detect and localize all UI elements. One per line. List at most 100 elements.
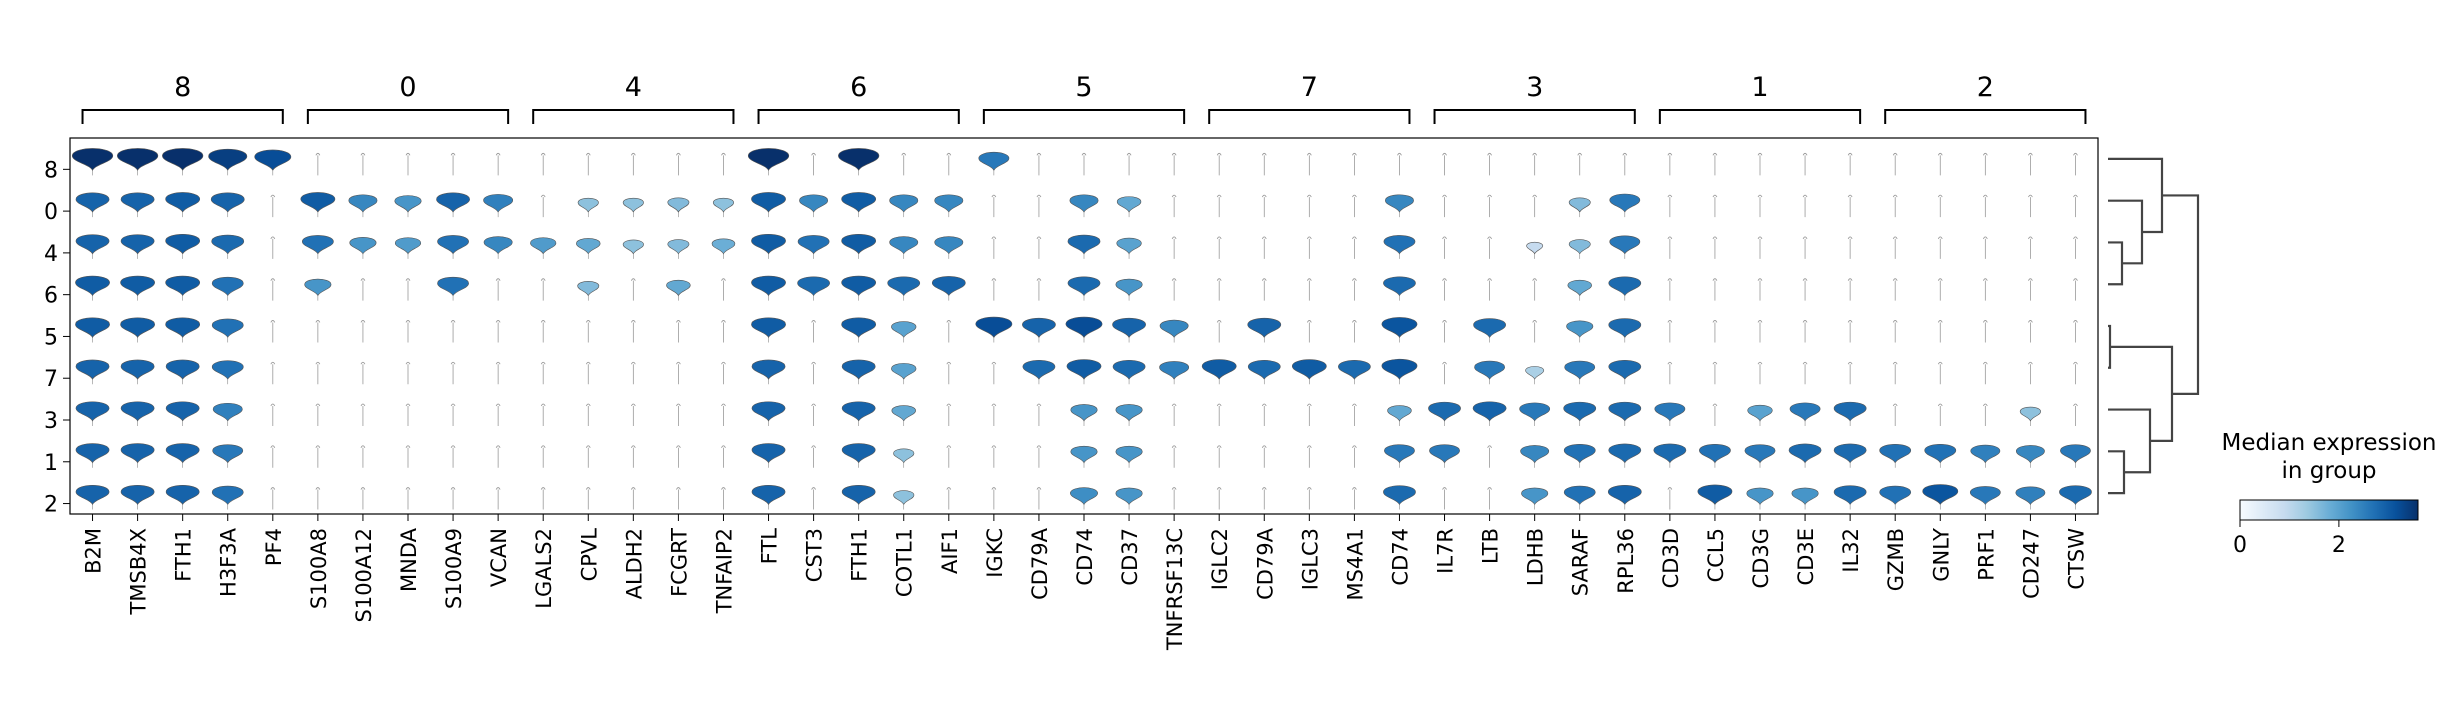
violin-0-s100a9-8 [436,192,470,213]
violin-4-pf4-4 [270,236,276,259]
violin-8-aif1-19 [946,152,952,176]
violin-2-il7r-30 [1442,487,1447,510]
violin-2-cd79a-26 [1261,487,1267,510]
violin-5-tnfrsf13c-24 [1159,319,1189,339]
violin-2-cd3d-35 [1667,487,1673,510]
violin-7-cotl1-18 [891,363,917,381]
violin-8-cd79a-26 [1261,152,1267,176]
violin-8-cd74-29 [1397,152,1402,176]
violin-5-cpvl-11 [585,320,591,343]
violin-3-pf4-4 [270,403,276,426]
y-tick-label-0: 0 [44,200,58,225]
violin-5-fcgrt-13 [676,320,681,343]
violin-4-cd74-22 [1067,234,1101,255]
y-tick-label-3: 3 [44,409,58,434]
violin-5-b2m-0 [75,317,110,339]
violin-4-iglc2-25 [1216,236,1222,259]
violin-4-ltb-31 [1487,236,1492,259]
dendro-link-3-12 [2108,408,2152,474]
violin-1-cd3d-35 [1653,443,1687,464]
violin-6-aldh2-12 [630,278,636,301]
x-tick-label-ms4a1-28: MS4A1 [1343,528,1367,601]
violin-2-iglc3-27 [1306,487,1312,510]
x-tick-label-igkc-20: IGKC [983,528,1007,578]
violin-1-cd79a-26 [1261,445,1267,468]
violin-0-cpvl-11 [577,197,599,213]
violin-2-tnfrsf13c-24 [1171,487,1177,510]
violin-8-ltb-31 [1487,152,1492,176]
x-tick-label-cd3d-35: CD3D [1659,528,1683,588]
violin-4-tnfrsf13c-24 [1171,236,1177,259]
violin-3-gzmb-40 [1892,403,1898,426]
x-tick-label-il32-39: IL32 [1839,528,1863,573]
violin-3-rpl36-34 [1608,401,1642,422]
violin-4-cd3g-37 [1757,236,1763,259]
violin-4-mnda-7 [394,237,422,255]
dendro-link-root [2162,194,2200,395]
violin-6-prf1-42 [1982,278,1988,301]
colorbar-title-line-1: in group [2281,458,2376,484]
violin-2-tnfaip2-14 [721,487,726,510]
violin-5-ftl-15 [751,317,786,339]
violin-2-vcan-9 [495,487,501,510]
violin-8-saraf-33 [1577,152,1583,176]
violin-5-ccl5-36 [1712,320,1718,343]
violin-6-cd37-23 [1115,278,1143,297]
violin-1-cd74-29 [1384,444,1415,464]
violin-0-ms4a1-28 [1352,194,1357,218]
bracket-label-1: 1 [1751,72,1768,103]
violin-8-rpl36-34 [1622,152,1628,176]
violin-7-cd247-43 [2028,361,2033,385]
violin-1-s100a9-8 [450,445,456,468]
violin-0-prf1-42 [1982,194,1988,218]
x-tick-label-fth1-17: FTH1 [848,528,872,582]
violin-6-s100a9-8 [437,276,469,297]
violin-6-fth1-2 [165,275,201,297]
violin-4-ftl-15 [751,233,786,255]
x-tick-label-gzmb-40: GZMB [1884,528,1908,591]
violin-3-il32-39 [1833,401,1867,422]
violin-8-lgals2-10 [540,152,546,176]
violin-8-cotl1-18 [901,152,907,176]
violin-2-prf1-42 [1969,486,2001,506]
violin-2-cd3e-38 [1791,487,1819,506]
violin-0-s100a12-6 [348,194,378,213]
violin-8-aldh2-12 [630,152,636,176]
violin-3-mnda-7 [405,403,411,426]
violin-2-s100a9-8 [450,487,456,510]
violin-7-s100a9-8 [450,361,456,385]
violin-7-cd3d-35 [1667,361,1673,385]
violin-3-h3f3a-3 [212,402,243,422]
violin-1-cd3g-37 [1744,444,1776,464]
violin-1-tnfrsf13c-24 [1171,445,1177,468]
dendro-link-8-046 [2108,157,2164,234]
violin-3-lgals2-10 [540,403,546,426]
violin-4-cpvl-11 [576,238,601,255]
violin-2-ltb-31 [1487,487,1492,510]
violin-1-igkc-20 [991,445,997,468]
violin-1-mnda-7 [405,445,411,468]
violin-6-pf4-4 [270,278,276,301]
x-tick-label-s100a12-6: S100A12 [352,528,376,623]
x-tick-label-cd74-29: CD74 [1388,528,1412,586]
violin-1-lgals2-10 [540,445,546,468]
violin-4-gzmb-40 [1892,236,1898,259]
violin-0-cotl1-18 [889,194,919,213]
violin-6-tnfrsf13c-24 [1171,278,1177,301]
violin-0-ldhb-32 [1532,194,1538,218]
bracket-group-4 [532,109,735,124]
violin-3-il7r-30 [1428,401,1461,422]
violin-8-ms4a1-28 [1352,152,1357,176]
bracket-label-4: 4 [625,72,642,103]
violin-1-iglc3-27 [1306,445,1312,468]
violin-6-h3f3a-3 [211,276,244,297]
x-tick-label-il7r-30: IL7R [1434,528,1458,574]
violin-0-igkc-20 [991,194,997,218]
violin-5-gzmb-40 [1892,320,1898,343]
violin-5-cd37-23 [1112,317,1146,339]
violin-6-cd74-29 [1383,276,1416,297]
y-tick-label-7: 7 [44,367,58,392]
violin-8-tnfrsf13c-24 [1171,152,1177,176]
violin-4-tnfaip2-14 [711,238,736,255]
